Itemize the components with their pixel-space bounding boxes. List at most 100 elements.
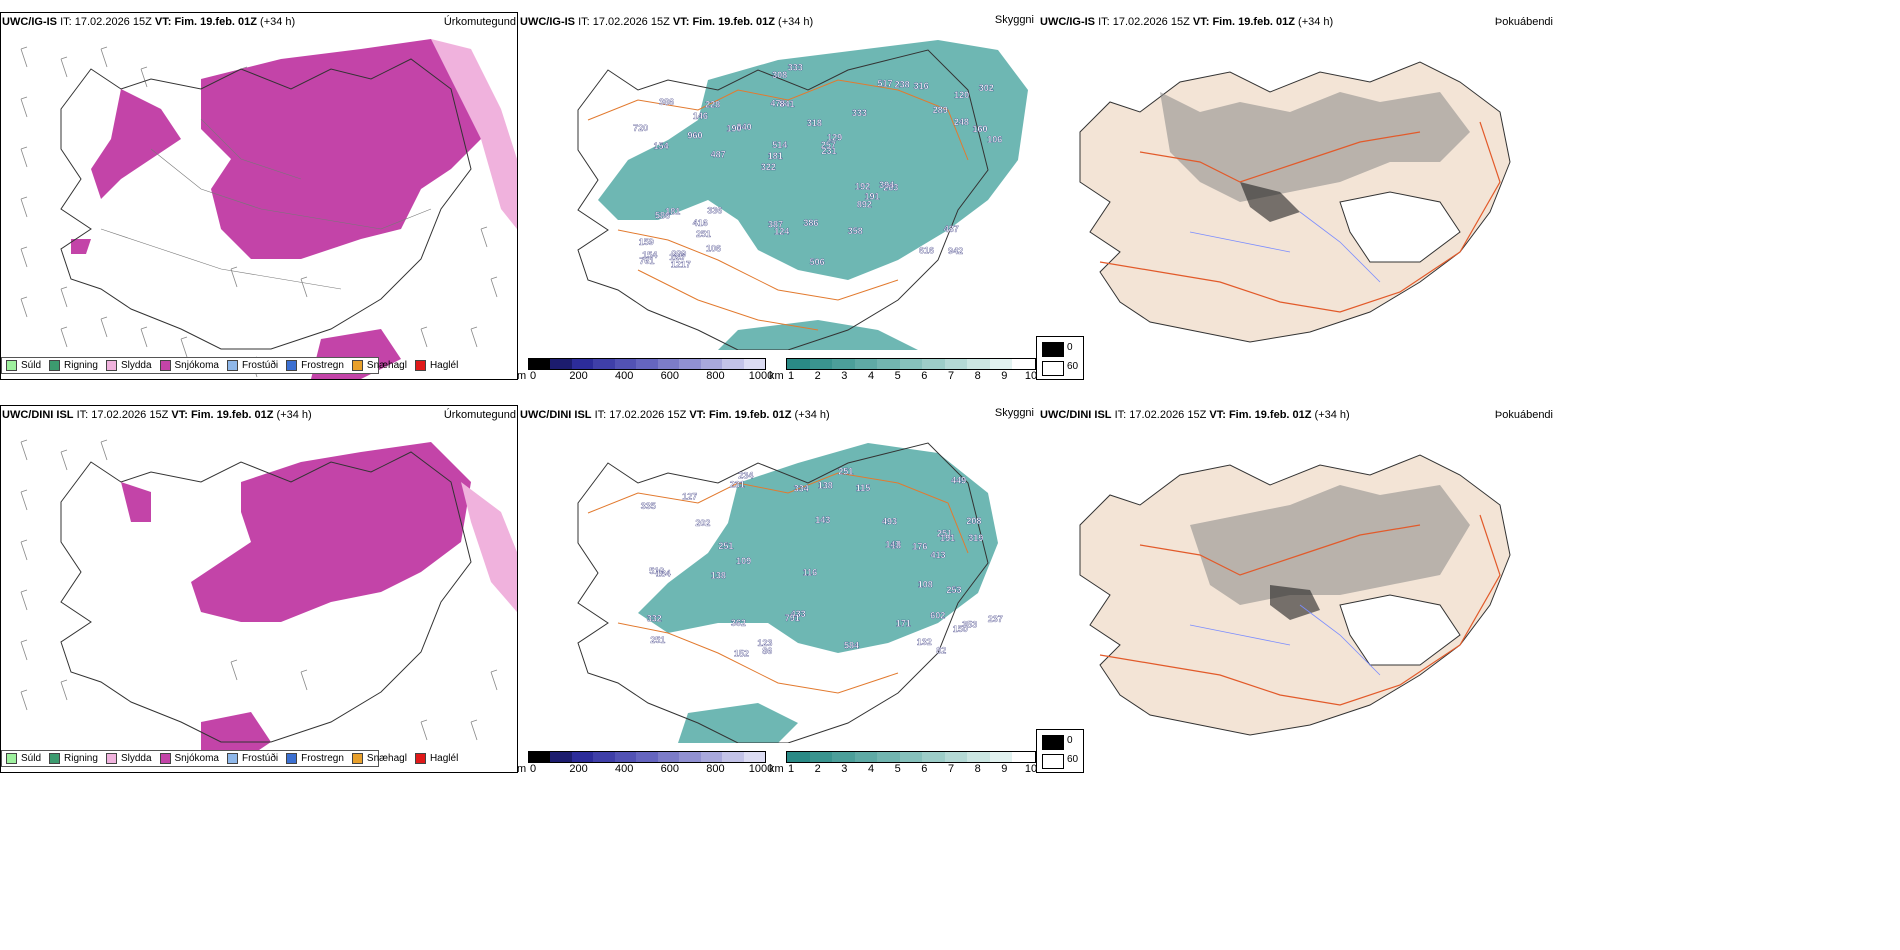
colorbar-tile	[989, 752, 1013, 762]
cloud-value-label: 181	[665, 207, 680, 217]
m-unit: m	[517, 763, 527, 775]
fog-map	[1079, 454, 1511, 736]
model-name: UWC/IG-IS	[2, 16, 57, 28]
legend-label: Haglél	[429, 753, 459, 764]
it-label: IT:	[594, 409, 607, 421]
colorbar-tile	[722, 359, 744, 369]
legend-label: Súld	[21, 360, 42, 371]
iceland-outline	[60, 451, 472, 743]
colorbar-tile	[743, 359, 765, 369]
vt-value: Fim. 19.feb. 01Z	[1228, 409, 1312, 421]
roads	[100, 118, 432, 290]
fog-title: Þokuábendi	[1494, 16, 1553, 28]
m-colorbar: m 0 200 400 600 800 1000	[517, 751, 773, 781]
cloud-panel-row2: UWC/DINI ISL IT: 17.02.2026 15Z VT: Fim.…	[517, 405, 1038, 775]
vt-value: Fim. 19.feb. 01Z	[190, 409, 274, 421]
legend-swatch	[159, 360, 171, 371]
sleet-area	[461, 482, 517, 612]
legend-swatch	[414, 753, 426, 764]
colorbar-tick-label: 7	[947, 763, 955, 775]
snow-area	[91, 89, 181, 199]
colorbar-tick-label: 9	[1001, 763, 1008, 775]
legend-item: Slydda	[105, 360, 152, 371]
relief-bottom-label: 60	[1067, 754, 1079, 765]
cloud-value-label: 147	[885, 539, 900, 549]
ptype-header: UWC/DINI ISL IT: 17.02.2026 15Z VT: Fim.…	[2, 409, 312, 421]
ptype-title: Úrkomutegund	[443, 16, 516, 28]
cloud-value-label: 316	[914, 81, 929, 91]
terrain-dark	[1240, 182, 1300, 222]
legend-label: Frostúði	[241, 360, 279, 371]
colorbar-tile	[571, 752, 594, 762]
cloud-value-label: 586	[655, 211, 670, 221]
colorbar-tile	[614, 359, 637, 369]
colorbar-tile	[700, 752, 723, 762]
cloud-value-label: 1217	[671, 260, 691, 270]
colorbar-tick-label: 6	[921, 763, 928, 775]
cloud-value-label: 387	[768, 220, 783, 230]
legend-label: Snjókoma	[174, 753, 219, 764]
cloud-value-label: 251	[838, 467, 853, 477]
colorbar-tile	[832, 359, 855, 369]
glacier	[1339, 191, 1461, 263]
cloud-value-label: 154	[654, 141, 669, 151]
cloud-value-label: 150	[953, 624, 968, 634]
colorbar-tick-label: 8	[974, 763, 981, 775]
colorbar-tile	[922, 359, 945, 369]
cloud-value-label: 160	[973, 124, 988, 134]
cloud-value-label: 394	[879, 180, 894, 190]
fog-header: UWC/DINI ISL IT: 17.02.2026 15Z VT: Fim.…	[1040, 409, 1350, 421]
legend-item: Frostúði	[226, 360, 279, 371]
cloud-value-label: 506	[810, 257, 825, 267]
colorbar-tick-label: 800	[706, 370, 725, 382]
cloud-value-label: 125	[669, 252, 684, 262]
colorbar-tile	[529, 359, 551, 369]
vt-value: Fim. 19.feb. 01Z	[174, 16, 257, 28]
iceland-outline	[577, 49, 989, 350]
colorbar-tile	[922, 752, 945, 762]
colorbar-tile	[593, 752, 615, 762]
fog-panel-row1: UWC/IG-IS IT: 17.02.2026 15Z VT: Fim. 19…	[1040, 12, 1555, 352]
ptype-panel-row2: UWC/DINI ISL IT: 17.02.2026 15Z VT: Fim.…	[0, 405, 518, 773]
ptype-map	[20, 39, 517, 379]
legend-item: Slydda	[105, 753, 152, 764]
cloud-value-label: 191	[940, 533, 955, 543]
cloud-value-label: 228	[705, 99, 720, 109]
rivers	[1189, 604, 1381, 676]
colorbar-tick-label: 200	[569, 763, 588, 775]
model-name: UWC/IG-IS	[1040, 16, 1095, 28]
cloud-value-label: 353	[962, 619, 977, 629]
colorbar-tile	[593, 359, 615, 369]
colorbar-tile	[944, 752, 968, 762]
legend-swatch	[105, 753, 117, 764]
colorbar-tick-label: 800	[706, 763, 725, 775]
cloud-value-label: 302	[979, 83, 994, 93]
cloud-value-label: 362	[731, 618, 746, 628]
cloud-value-label: 181	[768, 151, 783, 161]
cloud-value-label: 123	[757, 638, 772, 648]
ptype-legend: Súld Rigning Slydda Snjókoma Frostúði Frostre…	[1, 357, 458, 374]
relief-legend: 0 60	[1036, 729, 1084, 773]
legend-swatch	[351, 753, 363, 764]
colorbar-tick-label: 200	[569, 370, 588, 382]
vt-label: VT:	[1192, 16, 1210, 28]
colorbar-tile	[636, 359, 658, 369]
m-unit: m	[517, 370, 527, 382]
snow-area-3	[201, 712, 271, 762]
cloud-value-label: 208	[966, 516, 981, 526]
terrain-shade	[1160, 92, 1470, 202]
cloud-value-label: 18	[891, 541, 901, 551]
iceland-outline	[577, 442, 989, 743]
cloud-value-label: 143	[815, 515, 830, 525]
cloud-value-label: 791	[785, 613, 800, 623]
colorbar-tile	[529, 752, 551, 762]
cloud-value-label: 263	[883, 183, 898, 193]
sleet-area	[431, 39, 517, 229]
colorbar-tile	[854, 752, 878, 762]
legend-label: Rigning	[64, 360, 98, 371]
vt-label: VT:	[689, 409, 706, 421]
cloud-value-label: 238	[895, 79, 910, 89]
it-value: 17.02.2026 15Z	[91, 409, 169, 421]
colorbar-tile	[657, 752, 680, 762]
km-colorbar: km 1 2 3 4 5 6 7 8 9 10	[769, 358, 1038, 388]
